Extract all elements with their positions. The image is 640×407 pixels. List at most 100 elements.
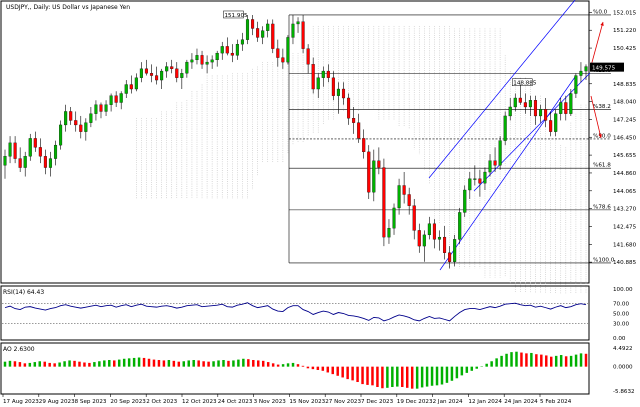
candle-body: [59, 124, 63, 146]
candle-body: [144, 68, 149, 74]
candle-body: [276, 48, 280, 58]
candle-body: [559, 102, 563, 114]
last-price-tag: 149.575: [590, 62, 624, 72]
last-price-box: [590, 62, 624, 72]
projection-arrow: [590, 95, 602, 139]
candle-body: [3, 156, 7, 166]
candle-body: [124, 84, 128, 94]
chart-title: USDJPY,, Daily: US Dollar vs Japanese Ye…: [6, 4, 130, 11]
candle-body: [367, 151, 371, 193]
candle-body: [377, 160, 381, 168]
candle-body: [357, 122, 361, 139]
candle-body: [256, 28, 260, 38]
candle-body: [286, 37, 290, 63]
ao-tick-label: 0.0000: [613, 365, 633, 371]
candle-body: [331, 77, 335, 96]
candle-body: [498, 140, 502, 166]
time-tick-label: 12 Jan 2024: [468, 399, 502, 405]
candle-body: [422, 234, 426, 247]
candle-body: [109, 95, 113, 105]
candle-body: [23, 156, 27, 168]
price-tick-label: 152.015: [613, 10, 637, 16]
candle-body: [468, 178, 472, 191]
last-price-label: 149.575: [592, 66, 616, 72]
rsi-line: [4, 302, 587, 322]
candle-body: [139, 68, 143, 78]
swing-marker-label: 148.885: [513, 81, 537, 87]
candle-body: [478, 178, 482, 184]
time-tick-label: 24 Jan 2024: [504, 399, 538, 405]
candle-body: [48, 158, 53, 168]
candle-body: [372, 160, 376, 193]
fib-level-label: %50.0: [593, 133, 611, 139]
candle-body: [149, 73, 154, 76]
candle-body: [175, 68, 179, 78]
fib-level-label: %100.0: [593, 257, 615, 263]
price-tick-label: 151.220: [613, 28, 637, 34]
candle-body: [579, 70, 583, 76]
rsi-panel-border: [0, 285, 590, 341]
candle-body: [549, 120, 553, 132]
candle-body: [251, 19, 255, 29]
price-tick-label: 140.885: [613, 260, 637, 266]
candle-body: [538, 109, 543, 117]
time-tick-label: 17 Aug 2023: [3, 399, 39, 405]
time-tick-label: 20 Sep 2023: [110, 399, 146, 405]
candle-body: [205, 61, 209, 65]
candle-body: [397, 185, 401, 209]
candle-body: [432, 223, 436, 240]
candle-body: [28, 138, 32, 157]
rsi-title: RSI(14) 64.43: [3, 289, 44, 296]
candle-body: [245, 19, 250, 40]
candle-body: [347, 97, 351, 119]
candle-body: [336, 88, 340, 96]
candle-body: [160, 70, 164, 81]
candle-body: [74, 120, 78, 126]
candle-body: [235, 43, 239, 56]
candle-body: [119, 93, 123, 103]
candle-body: [458, 212, 462, 240]
high-marker-box: [223, 10, 244, 19]
candle-body: [215, 52, 219, 61]
candle-body: [296, 21, 300, 25]
time-tick-label: 12 Oct 2023: [182, 399, 217, 405]
candle-body: [266, 23, 270, 31]
projection-arrows: [590, 21, 604, 139]
arrow-head: [600, 22, 604, 26]
candle-body: [402, 185, 406, 195]
candle-body: [190, 59, 194, 63]
rsi-panel: 100.00 70.00 50.00 30.00 0.00: [2, 287, 633, 342]
candle-body: [387, 227, 391, 238]
time-tick-label: 15 Nov 2023: [289, 399, 325, 405]
candle-body: [33, 138, 37, 148]
swing-marker-box: [512, 78, 533, 86]
candle-body: [134, 77, 138, 90]
channel-line: [439, 76, 576, 271]
candle-body: [584, 66, 588, 72]
candle-body: [493, 160, 497, 166]
ao-title: AO 2.6300: [3, 346, 35, 353]
candle-body: [437, 236, 442, 240]
candle-body: [38, 147, 42, 157]
candle-body: [528, 100, 532, 108]
main-panel-border: [0, 0, 590, 284]
candle-body: [412, 205, 416, 231]
candle-body: [301, 21, 305, 49]
candle-body: [165, 66, 169, 72]
candle-body: [104, 104, 108, 112]
candle-body: [463, 189, 467, 213]
candle-body: [518, 97, 522, 103]
candle-body: [53, 144, 58, 159]
time-tick-label: 5 Feb 2024: [540, 399, 572, 405]
time-tick-label: 27 Nov 2023: [325, 399, 361, 405]
candle-body: [43, 156, 47, 168]
time-tick-label: 7 Dec 2023: [361, 399, 394, 405]
candle-body: [448, 252, 452, 262]
candle-body: [427, 223, 431, 236]
price-tick-label: 142.475: [613, 224, 637, 230]
candle-body: [321, 70, 325, 78]
candle-body: [574, 75, 578, 94]
candle-body: [180, 73, 184, 78]
